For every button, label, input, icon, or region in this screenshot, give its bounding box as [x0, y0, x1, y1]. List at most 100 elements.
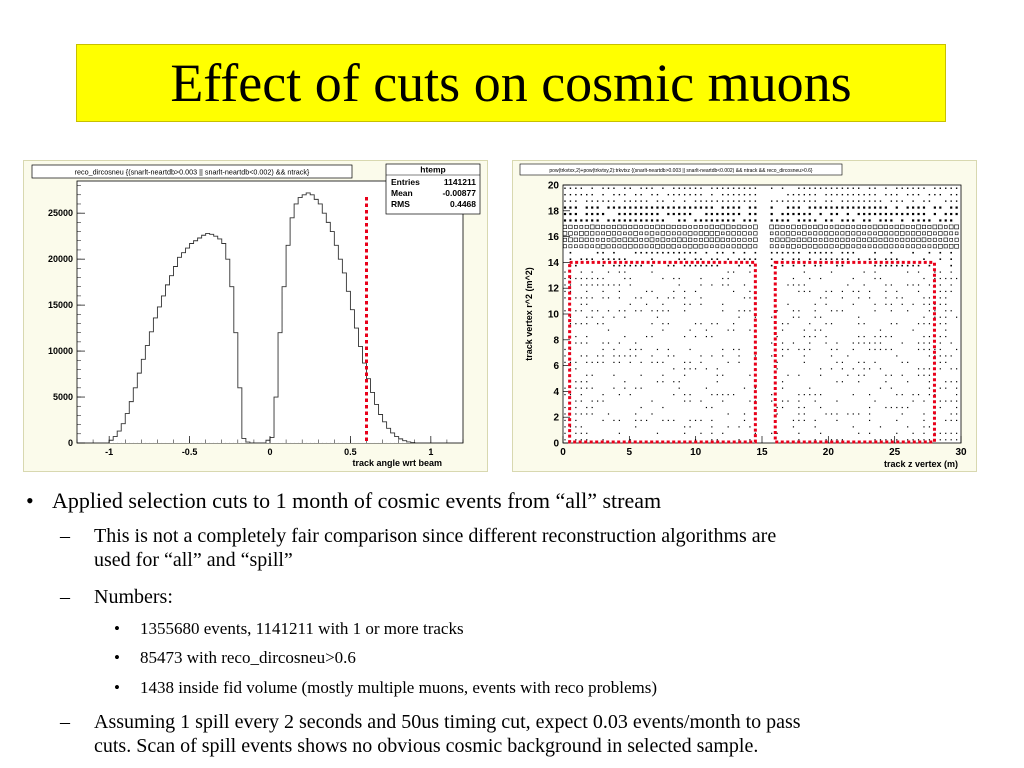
scatter-point: [841, 439, 843, 441]
scatter-point: [787, 400, 789, 402]
scatter-point: [927, 237, 932, 242]
hist-bar: [109, 440, 114, 443]
scatter-point: [650, 244, 654, 249]
scatter-point: [635, 355, 637, 357]
scatter-point: [912, 329, 914, 331]
scatter-point: [743, 200, 746, 202]
scatter-point: [618, 219, 621, 222]
scatter-point: [640, 212, 643, 216]
scatter-point: [922, 219, 926, 222]
scatter-point: [709, 231, 715, 236]
scatter-point: [678, 381, 680, 383]
scatter-point: [586, 439, 588, 441]
scatter-point: [591, 284, 593, 286]
scatter-point: [754, 316, 756, 318]
scatter-point: [939, 316, 941, 318]
scatter-point: [948, 224, 954, 230]
scatter-point: [819, 212, 822, 216]
scatter-xtick-label: 25: [889, 447, 901, 458]
scatter-point: [749, 374, 751, 376]
scatter-point: [596, 219, 599, 222]
scatter-point: [796, 237, 802, 242]
scatter-point: [901, 406, 903, 409]
scatter-point: [824, 206, 828, 209]
scatter-point: [575, 406, 577, 409]
scatter-point: [803, 290, 805, 293]
scatter-point: [868, 290, 871, 293]
scatter-point: [722, 284, 724, 286]
scatter-point: [754, 219, 757, 222]
scatter-point: [917, 219, 920, 222]
scatter-point: [808, 251, 811, 254]
scatter-point: [851, 231, 856, 236]
scatter-point: [878, 237, 883, 242]
scatter-point: [597, 310, 599, 312]
scatter-point: [693, 244, 698, 249]
scatter-point: [562, 224, 568, 229]
scatter-point: [733, 323, 735, 325]
scatter-point: [716, 200, 718, 202]
scatter-point: [694, 187, 697, 189]
scatter-point: [579, 237, 584, 243]
scatter-point: [792, 251, 795, 254]
scatter-point: [769, 231, 774, 236]
scatter-point: [825, 193, 827, 196]
scatter-point: [824, 231, 829, 236]
scatter-point: [834, 237, 839, 242]
scatter-point: [624, 316, 626, 318]
scatter-point: [830, 200, 833, 202]
scatter-point: [923, 439, 925, 441]
scatter-point: [732, 193, 735, 196]
scatter-point: [700, 187, 702, 189]
scatter-point: [586, 374, 588, 376]
scatter-point: [601, 212, 605, 216]
scatter-point: [731, 225, 736, 229]
scatter-point: [672, 212, 675, 216]
scatter-point: [928, 368, 931, 370]
scatter-point: [711, 187, 713, 189]
scatter-point: [727, 329, 729, 331]
scatter-point: [923, 335, 925, 338]
scatter-point: [912, 193, 914, 196]
scatter-point: [809, 187, 811, 189]
scatter-point: [667, 310, 669, 312]
scatter-point: [600, 244, 606, 249]
scatter-point: [787, 200, 789, 202]
scatter-point: [803, 329, 805, 331]
scatter-point: [955, 206, 958, 209]
scatter-point: [700, 361, 702, 363]
scatter-point: [814, 400, 816, 402]
scatter-point: [754, 193, 757, 196]
scatter-point: [798, 400, 800, 402]
scatter-title: pow(trkvtxx,2)+pow(trkvtxy,2):trkvtxz {(…: [549, 168, 813, 174]
scatter-point: [607, 342, 610, 344]
scatter-point: [660, 231, 666, 236]
scatter-point: [858, 193, 860, 196]
scatter-point: [780, 224, 785, 229]
scatter-point: [939, 342, 941, 344]
scatter-point: [667, 348, 669, 351]
scatter-point: [698, 231, 704, 236]
scatter-point: [813, 231, 818, 236]
hist-bar: [274, 397, 279, 443]
scatter-point: [820, 277, 822, 280]
scatter-point: [945, 335, 947, 338]
scatter-point: [736, 244, 742, 249]
scatter-point: [939, 290, 941, 293]
scatter-point: [874, 271, 876, 273]
scatter-point: [950, 206, 953, 209]
scatter-point: [629, 219, 632, 222]
scatter-point: [694, 200, 697, 202]
scatter-point: [575, 264, 577, 267]
scatter-point: [753, 244, 758, 249]
scatter-point: [847, 200, 849, 202]
scatter-point: [564, 387, 566, 389]
scatter-ytick-label: 12: [548, 284, 560, 295]
hist-bar: [221, 243, 226, 443]
scatter-point: [671, 244, 676, 249]
scatter-point: [950, 290, 952, 293]
scatter-point: [851, 244, 856, 249]
scatter-point: [622, 244, 627, 249]
scatter-point: [878, 231, 883, 236]
scatter-point: [896, 297, 898, 299]
